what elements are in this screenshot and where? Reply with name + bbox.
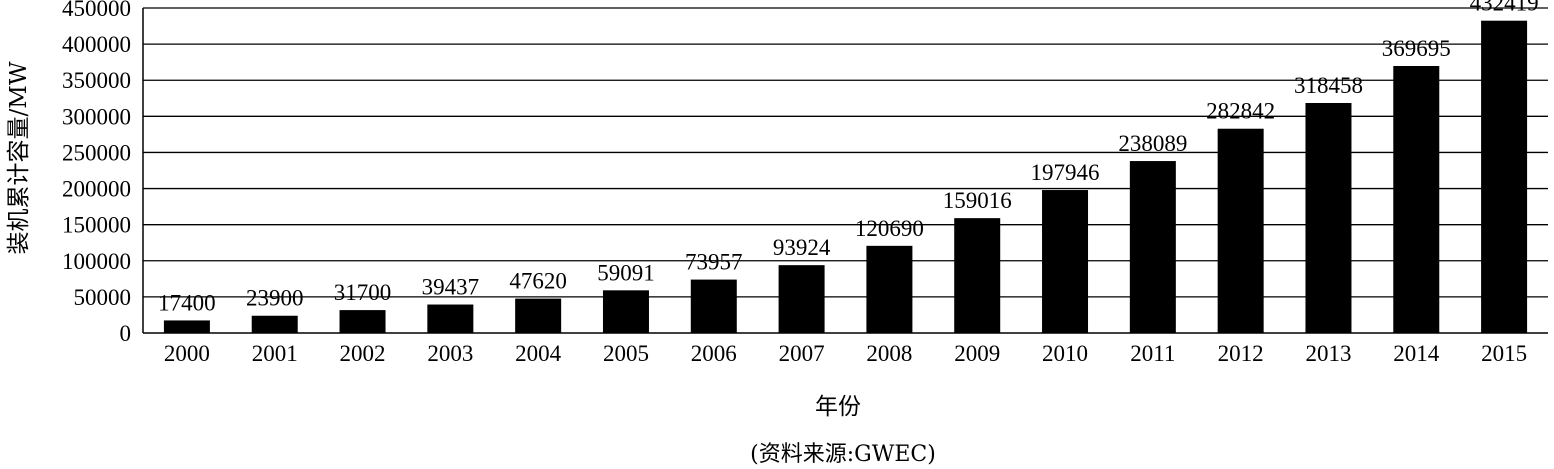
bar-2005: [602, 290, 649, 333]
data-label-2002: 31700: [334, 280, 392, 305]
axes: [142, 8, 1548, 334]
data-label-2005: 59091: [597, 260, 655, 285]
bar-2004: [515, 298, 562, 333]
bar-2014: [1393, 65, 1440, 334]
source-note: (资料来源:GWEC): [750, 442, 936, 467]
x-tick-label: 2014: [1393, 341, 1440, 366]
bar-2013: [1305, 103, 1352, 333]
x-tick-label: 2011: [1130, 341, 1175, 366]
y-tick-label: 100000: [62, 249, 131, 274]
data-label-2006: 73957: [685, 250, 743, 275]
data-label-2011: 238089: [1118, 131, 1187, 156]
x-tick-label: 2000: [164, 341, 210, 366]
data-label-2015: 432419: [1470, 0, 1539, 16]
y-tick-label: 400000: [62, 32, 131, 57]
gridlines: [143, 7, 1548, 298]
y-tick-label: 200000: [62, 177, 131, 202]
x-tick-label: 2005: [603, 341, 649, 366]
x-tick-label: 2013: [1305, 341, 1351, 366]
bar-2015: [1481, 20, 1528, 334]
y-tick-label: 450000: [62, 0, 131, 21]
x-tick-label: 2009: [954, 341, 1000, 366]
x-tick-label: 2003: [427, 341, 473, 366]
bar-2012: [1217, 128, 1264, 333]
bar-2002: [339, 310, 386, 333]
x-tick-label: 2001: [252, 341, 298, 366]
bar-2000: [163, 320, 210, 333]
data-label-2013: 318458: [1294, 73, 1363, 98]
y-tick-label: 50000: [74, 285, 132, 310]
x-tick-label: 2010: [1042, 341, 1088, 366]
data-label-2001: 23900: [246, 286, 304, 311]
bar-2010: [1042, 190, 1089, 333]
y-tick-label: 0: [120, 321, 132, 346]
x-axis-title: 年份: [815, 394, 861, 420]
bar-2001: [251, 315, 298, 333]
y-tick-label: 350000: [62, 68, 131, 93]
data-label-2003: 39437: [422, 275, 480, 300]
data-label-2014: 369695: [1382, 36, 1451, 61]
data-label-2008: 120690: [855, 216, 924, 241]
bar-2008: [866, 245, 913, 333]
labels: 0 50000 100000 150000 200000 250000 300000 3500…: [62, 0, 1539, 366]
x-tick-label: 2004: [515, 341, 562, 366]
bar-2006: [690, 279, 737, 333]
data-label-2007: 93924: [773, 235, 831, 260]
data-label-2010: 197946: [1031, 160, 1100, 185]
data-label-2012: 282842: [1206, 99, 1275, 124]
y-axis-title: 装机累计容量/MW: [6, 61, 32, 254]
bar-2003: [427, 304, 474, 333]
x-tick-label: 2007: [779, 341, 825, 366]
x-tick-label: 2012: [1218, 341, 1264, 366]
data-label-2004: 47620: [509, 269, 567, 294]
y-tick-label: 250000: [62, 140, 131, 165]
bars: [163, 20, 1528, 334]
bar-2009: [954, 218, 1001, 333]
data-label-2009: 159016: [943, 188, 1012, 213]
bar-2011: [1129, 161, 1176, 333]
y-tick-label: 150000: [62, 213, 131, 238]
x-tick-label: 2006: [691, 341, 737, 366]
x-tick-label: 2008: [866, 341, 912, 366]
x-tick-label: 2002: [340, 341, 386, 366]
x-tick-label: 2015: [1481, 341, 1527, 366]
data-label-2000: 17400: [158, 290, 216, 315]
y-tick-label: 300000: [62, 104, 131, 129]
bar-2007: [778, 265, 825, 333]
